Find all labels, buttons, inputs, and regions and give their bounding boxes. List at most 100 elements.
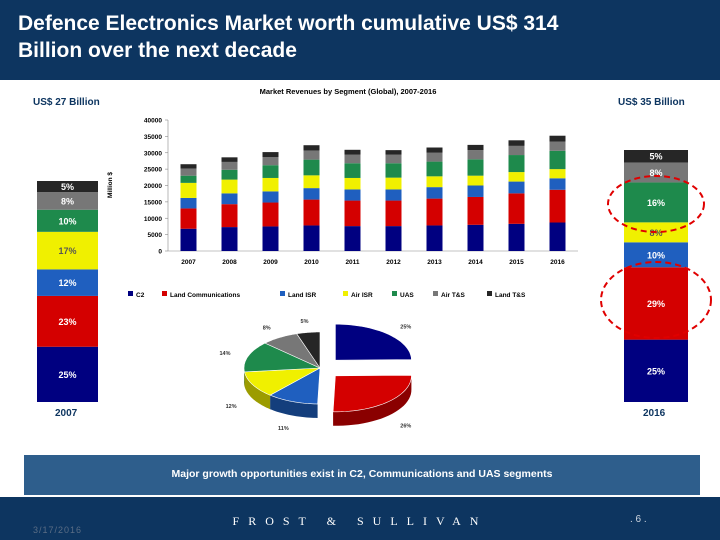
segment-label-air-tands: 8% [649,168,662,178]
bar-segment-land-isr-2009 [262,191,279,203]
segment-label-land-communications: 23% [58,317,76,327]
pie-side-air-isr [244,371,271,410]
bar-segment-land-communications-2010 [303,199,320,226]
legend-swatch-c2 [128,291,133,296]
year-label-2016: 2016 [643,408,666,419]
segment-label-uas: 16% [647,198,665,208]
legend-label-air-isr: Air ISR [351,292,373,299]
bar-segment-air-tands-2011 [344,154,361,164]
brand-logo: FROST & SULLIVAN [232,514,488,528]
bar-segment-uas-2013 [426,161,443,177]
y-tick-label: 0 [158,249,162,256]
bar-segment-c2-2016 [549,222,566,251]
page-number: . 6 . [630,514,647,525]
slide-title: Defence Electronics Market worth cumulat… [18,12,559,62]
pie-slice-land-isr [269,367,321,405]
pie-slice-air-isr [243,367,321,396]
legend-swatch-land-isr [280,291,285,296]
bar-segment-land-isr-2010 [303,188,320,200]
bar-segment-land-tands-2016 [549,135,566,142]
segment-land-isr [37,269,98,296]
bar-segment-land-tands-2008 [221,157,238,162]
segment-uas [624,182,688,223]
bar-segment-land-communications-2016 [549,189,566,223]
pie-label-air-tands: 8% [263,326,271,332]
bar-segment-uas-2014 [467,159,484,176]
bar-segment-land-isr-2016 [549,178,566,190]
pie-label-uas: 14% [219,351,230,357]
segment-label-air-isr: 17% [58,246,76,256]
bar-segment-c2-2008 [221,227,238,251]
bar-segment-air-isr-2011 [344,177,361,190]
bar-segment-land-tands-2011 [344,149,361,155]
segment-land-tands [37,181,98,193]
bar-segment-uas-2008 [221,169,238,180]
pie-label-land-isr: 11% [278,426,289,432]
x-tick-label: 2011 [345,259,359,266]
segment-label-land-tands: 5% [61,182,74,192]
segment-label-land-tands: 5% [649,152,662,162]
bar-segment-land-communications-2009 [262,202,279,227]
bar-segment-air-isr-2014 [467,175,484,186]
bar-segment-c2-2015 [508,223,525,251]
segment-label-land-isr: 10% [647,250,665,260]
bar-segment-land-isr-2013 [426,187,443,199]
total-2007: US$ 27 Billion [33,97,100,108]
bar-segment-uas-2012 [385,163,402,178]
bar-segment-air-tands-2013 [426,152,443,162]
pie-slice-air-tands [264,333,321,369]
bar-segment-land-communications-2014 [467,196,484,225]
bar-segment-land-isr-2015 [508,181,525,194]
bar-segment-air-isr-2010 [303,175,320,189]
segment-uas [37,209,98,232]
x-tick-label: 2013 [427,259,442,266]
legend-swatch-uas [392,291,397,296]
bar-segment-land-isr-2007 [180,197,197,209]
legend-label-uas: UAS [400,292,414,299]
bar-segment-land-tands-2013 [426,147,443,153]
bar-segment-air-isr-2007 [180,182,197,198]
bar-segment-land-tands-2010 [303,145,320,151]
x-tick-label: 2008 [222,259,237,266]
bar-segment-land-communications-2015 [508,193,525,224]
pie-label-c2: 25% [400,324,411,330]
bar-segment-air-isr-2009 [262,177,279,192]
stacked-percent-bar-2007: 25% 23% 12% 17% 10% 8% 5% [37,181,98,402]
bar-segment-air-tands-2012 [385,154,402,164]
x-tick-label: 2012 [386,259,401,266]
legend-label-land-isr: Land ISR [288,292,316,299]
bar-segment-air-tands-2009 [262,157,279,166]
segment-air-tands [37,192,98,210]
x-tick-label: 2010 [304,259,319,266]
x-tick-label: 2015 [509,259,524,266]
pie-slice-c2 [335,323,412,361]
slide-date: 3/17/2016 [33,525,83,535]
bar-segment-uas-2007 [180,175,197,183]
y-tick-label: 5000 [148,232,163,239]
pie-slice-land-communications [332,374,412,413]
legend-label-c2: C2 [136,292,145,299]
bar-segment-uas-2015 [508,155,525,173]
bar-segment-land-communications-2012 [385,200,402,227]
bar-segment-c2-2012 [385,226,402,251]
pie-label-land-tands: 5% [301,319,309,325]
stacked-bar-chart: Market Revenues by Segment (Global), 200… [107,87,578,299]
pie-label-air-isr: 12% [226,404,237,410]
legend-swatch-land-communications [162,291,167,296]
year-label-2007: 2007 [55,408,78,419]
bar-segment-land-tands-2014 [467,144,484,151]
bar-segment-land-isr-2012 [385,189,402,201]
legend-swatch-air-tands [433,291,438,296]
segment-land-communications [624,267,688,340]
y-tick-label: 25000 [144,167,162,174]
y-tick-label: 10000 [144,216,162,223]
segment-label-land-communications: 29% [647,299,665,309]
y-tick-label: 35000 [144,134,162,141]
bar-segment-land-communications-2013 [426,198,443,226]
highlight-land-communications-2016 [600,261,712,339]
bar-segment-uas-2016 [549,150,566,170]
bar-segment-land-communications-2011 [344,200,361,227]
bar-segment-air-tands-2007 [180,168,197,176]
pie-label-land-communications: 26% [400,424,411,430]
